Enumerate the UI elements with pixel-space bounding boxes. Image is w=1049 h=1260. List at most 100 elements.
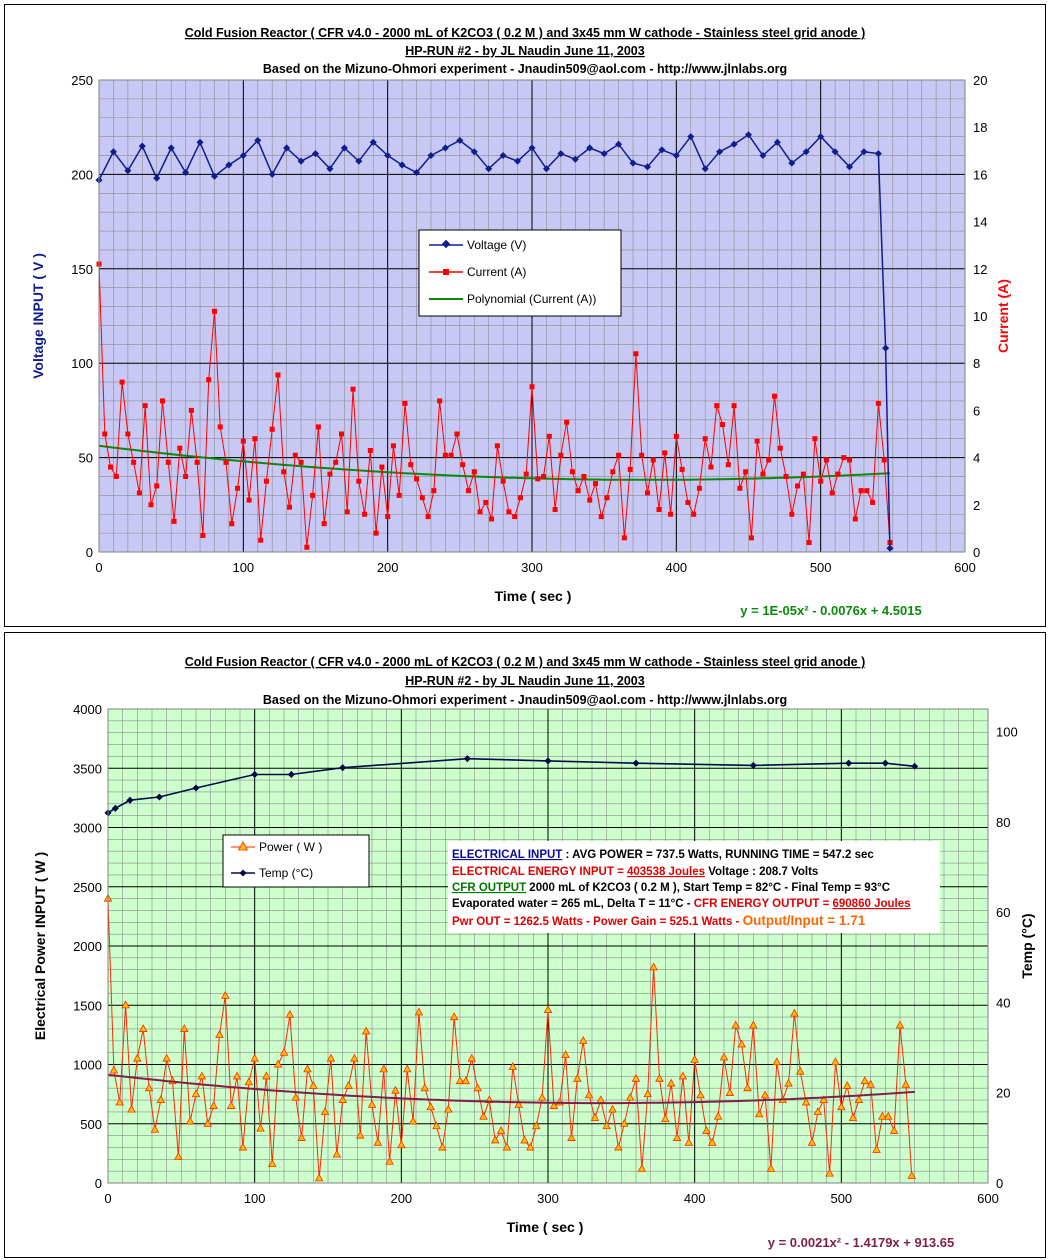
voltage-current-chart: Cold Fusion Reactor ( CFR v4.0 - 2000 mL… [30,26,1011,618]
power-point [895,1020,905,1029]
power-point [191,1089,201,1098]
chart1-y2-axis-label: Current (A) [995,279,1011,353]
current-point [587,497,593,503]
info-line3-text: 2000 mL of K2CO3 ( 0.2 M ), Start Temp =… [526,882,890,894]
current-point [569,469,575,475]
svg-text:ELECTRICAL INPUT : AVG POWER =: ELECTRICAL INPUT : AVG POWER = 737.5 Wat… [452,849,874,861]
chart1-current-series [96,261,893,550]
y2-tick-label: 14 [973,215,987,230]
power-point [109,1065,119,1074]
current-point [748,535,754,541]
power-point [479,1111,488,1120]
voltage-point [571,155,579,163]
y2-tick-label: 16 [973,167,987,182]
current-point [240,438,246,444]
current-point [523,471,529,477]
y2-tick-label: 2 [973,498,980,513]
power-point [467,1053,477,1062]
current-point [131,459,137,465]
current-point [217,424,223,430]
current-point [437,398,443,404]
power-point [795,1066,805,1075]
legend-current-fit: Polynomial (Current (A)) [467,292,596,306]
legend-power: Power ( W ) [259,840,322,854]
info-line3-label: CFR OUTPUT [452,882,526,894]
x-tick-label: 0 [95,560,102,575]
x-tick-label: 300 [521,560,543,575]
chart2-fit-line [107,1073,915,1105]
current-point [627,466,633,472]
current-point [125,431,131,437]
current-point [621,535,627,541]
current-point [650,457,656,463]
current-point [581,473,587,479]
current-point [333,459,339,465]
y2-tick-label: 18 [973,120,987,135]
power-point [150,1124,160,1133]
current-point [338,431,344,437]
voltage-point [369,138,377,146]
current-point [321,521,327,527]
current-point [610,469,616,475]
power-point [367,1099,377,1108]
current-point [702,436,708,442]
y-tick-label: 1000 [73,1058,102,1073]
current-point [616,452,622,458]
power-point [602,1121,611,1130]
power-point [531,1121,541,1130]
voltage-point [701,165,709,173]
voltage-point [716,148,724,156]
chart1-subtitle2: Based on the Mizuno-Ohmori experiment - … [263,62,787,76]
temp-point [155,793,163,801]
y2-tick-label: 0 [996,1176,1003,1191]
current-point [471,469,477,475]
power-point [649,962,658,971]
current-line [98,264,891,548]
current-point [541,473,547,479]
y-tick-label: 100 [71,356,93,371]
y2-tick-label: 20 [996,1086,1010,1101]
current-point [875,400,881,406]
current-point [454,431,460,437]
power-point [355,1130,365,1139]
info-line2-label: ELECTRICAL ENERGY INPUT = [452,866,627,878]
power-point [303,1064,312,1073]
current-point [575,488,581,494]
legend-voltage: Voltage (V) [467,238,526,252]
voltage-point [730,140,738,148]
power-point [209,1101,218,1109]
voltage-point [485,165,493,173]
current-point [327,471,333,477]
y2-tick-label: 8 [973,356,980,371]
power-point [696,1090,705,1099]
power-point [344,1080,353,1089]
chart1-voltage-series [95,131,894,552]
info-line5-text: Pwr OUT = 1262.5 Watts - Power Gain = 52… [452,916,743,928]
current-point [194,459,200,465]
power-point [872,1144,881,1153]
current-point [489,516,495,522]
current-point [252,436,258,442]
power-point [121,1000,130,1009]
power-point [156,1095,166,1104]
power-point [338,1095,347,1104]
power-point [790,1008,799,1017]
current-point [148,502,154,508]
current-point [743,469,749,475]
info-line4-label: CFR ENERGY OUTPUT = [694,898,833,910]
voltage-point [831,148,839,156]
power-point [637,1163,647,1172]
power-point [672,1133,682,1141]
current-point [379,464,385,470]
voltage-point [773,138,781,146]
current-point [737,485,743,491]
power-point [256,1123,265,1132]
power-point [678,1071,688,1080]
current-point [494,443,500,449]
current-point [552,507,558,513]
current-point [263,478,269,484]
current-point [183,473,189,479]
power-point [807,1137,817,1146]
current-point [275,372,281,378]
chart2-y-axis-label: Electrical Power INPUT ( W ) [32,852,48,1040]
